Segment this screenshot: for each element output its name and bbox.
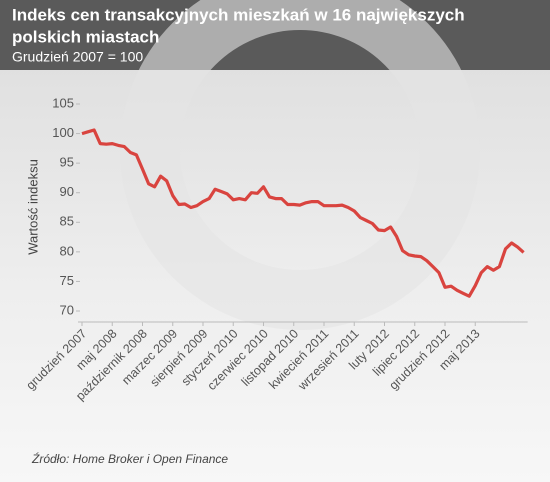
y-tick-label: 85	[60, 214, 74, 229]
y-tick-label: 100	[52, 125, 74, 140]
y-tick-label: 95	[60, 155, 74, 170]
y-tick-label: 105	[52, 95, 74, 110]
y-axis-label: Wartość indeksu	[25, 159, 40, 255]
chart-subtitle: Grudzień 2007 = 100	[12, 49, 143, 65]
source: Źródło: Home Broker i Open Finance	[31, 451, 228, 466]
y-tick-label: 70	[60, 302, 74, 317]
chart-title: Indeks cen transakcyjnych mieszkań w 16 …	[12, 5, 465, 24]
data-line	[81, 128, 525, 298]
watermark	[120, 0, 480, 330]
y-tick-label: 90	[60, 184, 74, 199]
chart-title-line2: polskich miastach	[12, 27, 159, 46]
y-tick-label: 75	[60, 273, 74, 288]
y-tick-label: 80	[60, 243, 74, 258]
